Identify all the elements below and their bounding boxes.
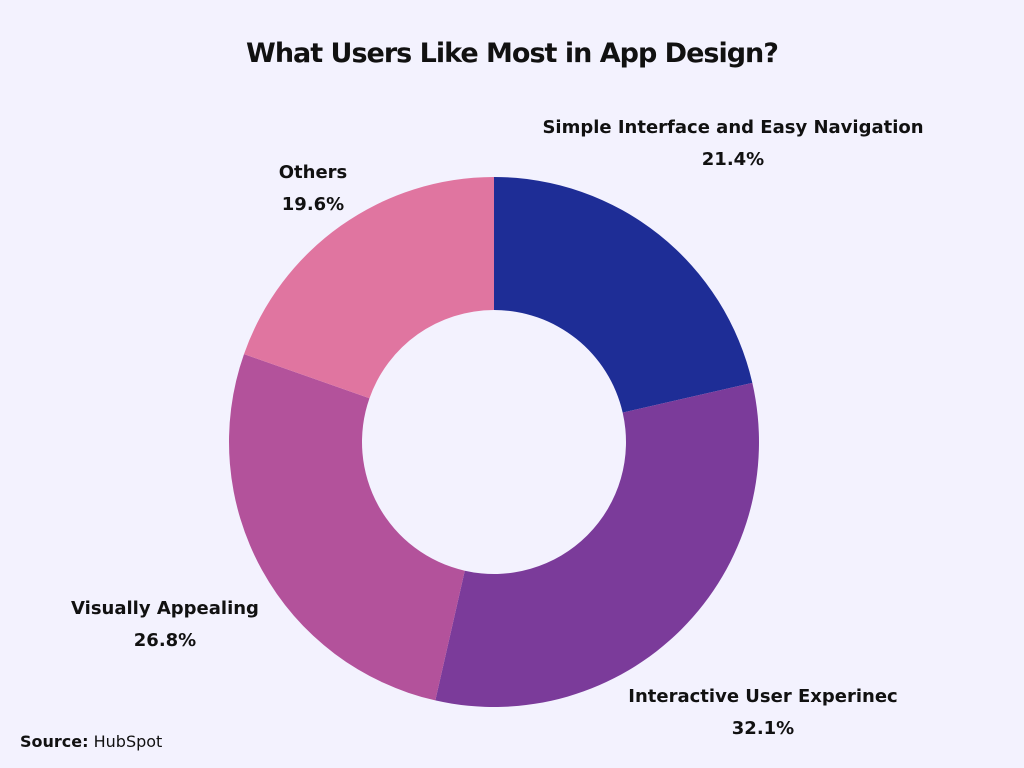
slice-label-text: Others: [278, 162, 348, 183]
slice-label-text: Interactive User Experinec: [628, 686, 898, 707]
source-note: Source: HubSpot: [20, 732, 162, 751]
slice-label-value: 21.4%: [701, 149, 765, 170]
donut-slice-interactive-user-experinec: [435, 382, 759, 707]
slice-label-visually-appealing: Visually Appealing 26.8%: [71, 593, 259, 657]
slice-label-text: Simple Interface and Easy Navigation: [542, 117, 924, 138]
source-label: Source:: [20, 732, 89, 751]
slice-label-simple-interface: Simple Interface and Easy Navigation 21.…: [542, 112, 923, 176]
slice-label-value: 26.8%: [133, 630, 197, 651]
chart-title: What Users Like Most in App Design?: [246, 38, 779, 69]
donut-slice-others: [243, 177, 494, 399]
slice-label-text: Visually Appealing: [71, 598, 259, 619]
slice-label-interactive-ux: Interactive User Experinec 32.1%: [628, 681, 897, 745]
slice-label-value: 32.1%: [731, 718, 795, 739]
donut-slice-visually-appealing: [229, 354, 465, 701]
donut-slice-simple-interface-and-easy-navigation: [494, 177, 753, 413]
slice-label-others: Others 19.6%: [279, 157, 348, 221]
slice-label-value: 19.6%: [281, 194, 345, 215]
source-value: HubSpot: [93, 732, 163, 751]
